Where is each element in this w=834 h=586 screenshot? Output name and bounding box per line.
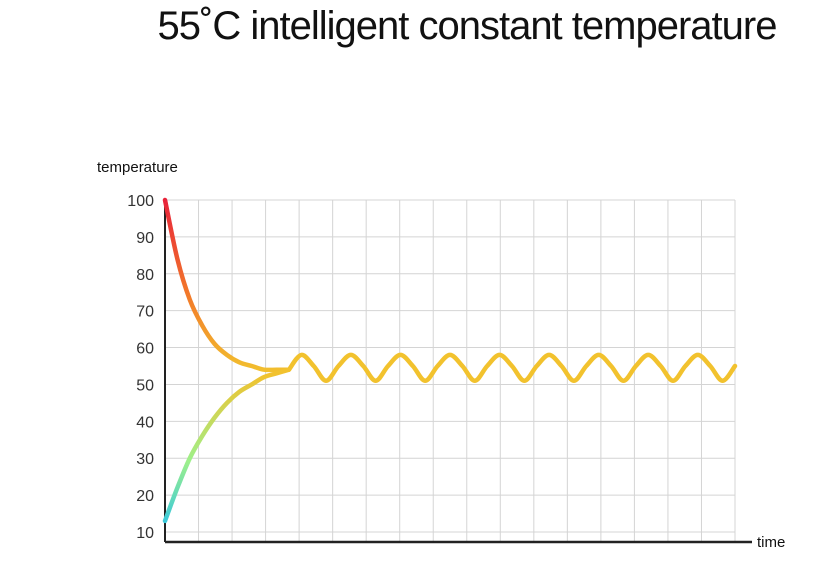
y-tick-labels: 100 90 80 70 60 50 40 30 20 10 [127, 193, 154, 542]
x-axis-label: time [757, 534, 785, 551]
y-tick-label: 20 [136, 488, 154, 505]
y-tick-label: 50 [136, 377, 154, 394]
series-line-3 [286, 352, 738, 384]
y-tick-label: 10 [136, 525, 154, 542]
grid-lines [164, 199, 736, 542]
y-tick-label: 80 [136, 267, 154, 284]
y-tick-label: 30 [136, 451, 154, 468]
series-lines [162, 197, 738, 524]
y-tick-label: 70 [136, 304, 154, 321]
y-tick-label: 60 [136, 341, 154, 358]
y-tick-label: 40 [136, 414, 154, 431]
y-tick-label: 90 [136, 230, 154, 247]
series-line-1 [162, 197, 292, 373]
y-axis-label: temperature [97, 159, 178, 176]
axes [164, 200, 752, 544]
y-tick-label: 100 [127, 193, 154, 210]
series-line-2 [162, 367, 292, 524]
page-title: 55˚C intelligent constant temperature [157, 4, 778, 48]
